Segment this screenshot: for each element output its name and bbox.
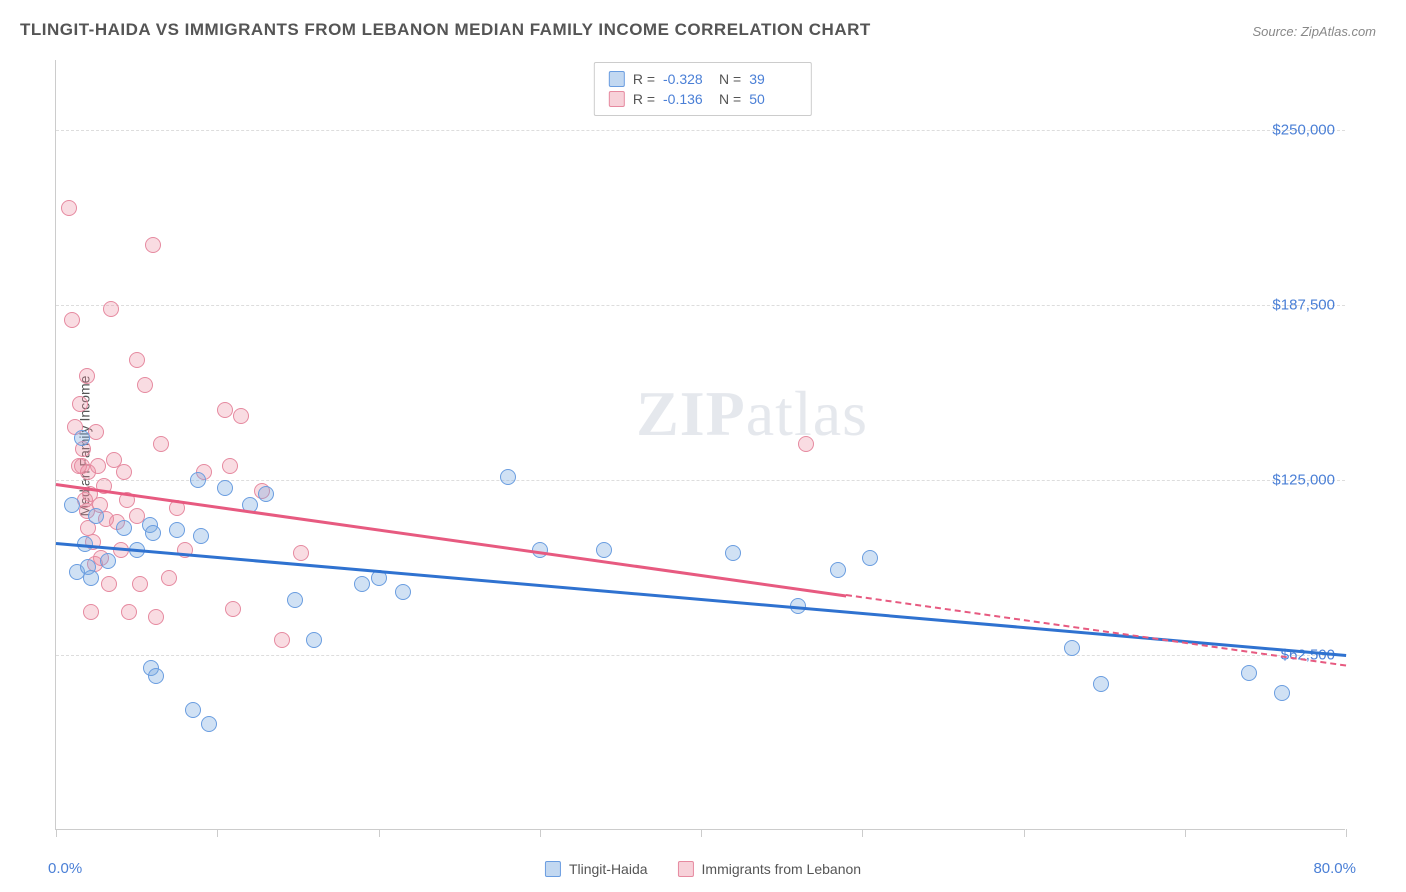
data-point-blue [100,553,116,569]
data-point-pink [145,237,161,253]
data-point-blue [1064,640,1080,656]
x-tick [56,829,57,837]
source-label: Source: ZipAtlas.com [1252,24,1376,39]
r-label: R = [633,71,655,87]
data-point-blue [145,525,161,541]
data-point-pink [225,601,241,617]
data-point-pink [64,312,80,328]
r-label: R = [633,91,655,107]
square-icon [545,861,561,877]
data-point-blue [725,545,741,561]
x-min-label: 0.0% [48,860,82,877]
data-point-blue [193,528,209,544]
data-point-pink [153,436,169,452]
data-point-blue [217,480,233,496]
stats-row-pink: R = -0.136 N = 50 [609,89,797,109]
data-point-blue [88,508,104,524]
data-point-blue [287,592,303,608]
data-point-pink [101,576,117,592]
data-point-blue [190,472,206,488]
r-value: -0.136 [663,91,711,107]
grid-line [56,305,1345,306]
x-tick [1346,829,1347,837]
x-max-label: 80.0% [1313,860,1356,877]
data-point-blue [258,486,274,502]
data-point-pink [217,402,233,418]
data-point-pink [129,352,145,368]
data-point-pink [233,408,249,424]
legend-item-pink: Immigrants from Lebanon [678,861,862,877]
y-tick-label: $125,000 [1272,472,1335,489]
data-point-pink [222,458,238,474]
y-tick-label: $250,000 [1272,122,1335,139]
grid-line [56,480,1345,481]
data-point-pink [132,576,148,592]
data-point-pink [274,632,290,648]
watermark-bold: ZIP [636,378,746,449]
grid-line [56,130,1345,131]
x-tick [1185,829,1186,837]
data-point-pink [116,464,132,480]
data-point-pink [121,604,137,620]
data-point-pink [83,604,99,620]
x-tick [217,829,218,837]
x-tick [862,829,863,837]
watermark: ZIPatlas [636,377,868,451]
n-value: 39 [749,71,797,87]
legend-label: Tlingit-Haida [569,861,648,877]
data-point-blue [830,562,846,578]
data-point-blue [169,522,185,538]
data-point-pink [61,200,77,216]
data-point-pink [90,458,106,474]
r-value: -0.328 [663,71,711,87]
n-label: N = [719,71,741,87]
legend-label: Immigrants from Lebanon [702,861,862,877]
data-point-blue [185,702,201,718]
data-point-pink [161,570,177,586]
square-icon [609,91,625,107]
grid-line [56,655,1345,656]
data-point-pink [103,301,119,317]
data-point-blue [306,632,322,648]
x-tick [540,829,541,837]
legend-item-blue: Tlingit-Haida [545,861,648,877]
plot-area: ZIPatlas $62,500$125,000$187,500$250,000 [55,60,1345,830]
n-label: N = [719,91,741,107]
data-point-pink [148,609,164,625]
data-point-pink [72,396,88,412]
data-point-pink [88,424,104,440]
square-icon [609,71,625,87]
data-point-blue [500,469,516,485]
square-icon [678,861,694,877]
chart-title: TLINGIT-HAIDA VS IMMIGRANTS FROM LEBANON… [20,20,871,40]
n-value: 50 [749,91,797,107]
stats-row-blue: R = -0.328 N = 39 [609,69,797,89]
data-point-pink [798,436,814,452]
data-point-pink [293,545,309,561]
data-point-pink [79,368,95,384]
data-point-blue [201,716,217,732]
legend: Tlingit-Haida Immigrants from Lebanon [545,861,861,877]
data-point-blue [354,576,370,592]
data-point-blue [596,542,612,558]
data-point-blue [1241,665,1257,681]
data-point-blue [83,570,99,586]
data-point-blue [74,430,90,446]
data-point-blue [64,497,80,513]
data-point-blue [1274,685,1290,701]
data-point-pink [137,377,153,393]
data-point-blue [148,668,164,684]
data-point-blue [116,520,132,536]
chart-container: TLINGIT-HAIDA VS IMMIGRANTS FROM LEBANON… [0,0,1406,892]
y-tick-label: $187,500 [1272,297,1335,314]
x-tick [701,829,702,837]
x-tick [379,829,380,837]
data-point-blue [862,550,878,566]
stats-box: R = -0.328 N = 39 R = -0.136 N = 50 [594,62,812,116]
data-point-blue [395,584,411,600]
data-point-blue [1093,676,1109,692]
x-tick [1024,829,1025,837]
